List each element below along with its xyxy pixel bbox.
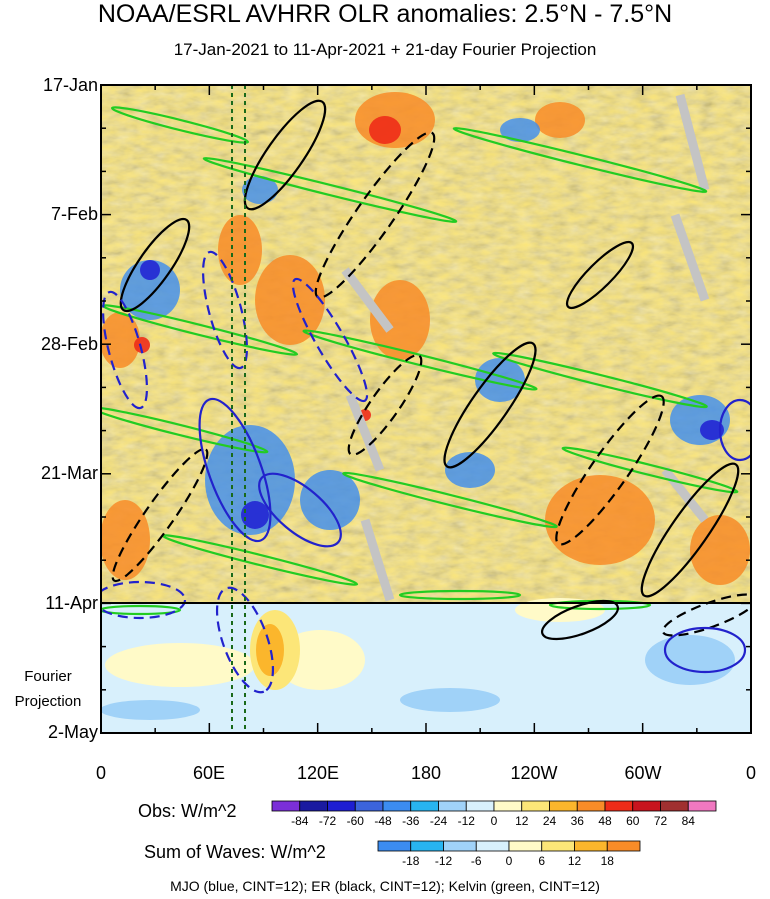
obs-colorbar-swatch <box>410 800 439 812</box>
obs-colorbar-tick-label: -60 <box>347 814 365 828</box>
obs-colorbar-tick-label: 36 <box>571 814 585 828</box>
y-label-21-mar: 21-Mar <box>40 463 98 483</box>
obs-colorbar-swatch <box>687 800 717 812</box>
obs-colorbar-tick-label: 24 <box>543 814 557 828</box>
x-label-180: 180 <box>410 763 442 783</box>
x-label-120e: 120E <box>296 763 340 783</box>
er-contours <box>111 99 751 641</box>
waves-colorbar-swatch <box>443 840 477 852</box>
projection-label-line1: Fourier <box>24 668 72 685</box>
waves-colorbar-swatch <box>541 840 575 852</box>
waves-colorbar-swatch <box>410 840 444 852</box>
obs-colorbar-tick-label: 84 <box>682 814 696 828</box>
obs-colorbar-swatch <box>465 800 495 812</box>
obs-colorbar-tick-label: -84 <box>291 814 309 828</box>
obs-field <box>101 85 751 603</box>
obs-colorbar-swatch <box>438 800 467 812</box>
mjo-contours <box>101 250 751 694</box>
x-label-60w: 60W <box>624 763 662 783</box>
obs-colorbar: -84 -72 -60 -48 -36 -24 -12 0 12 24 36 48 60 72 84 <box>271 800 717 828</box>
waves-colorbar-tick-label: 0 <box>506 854 513 868</box>
waves-colorbar-tick-label: 6 <box>538 854 545 868</box>
obs-colorbar-tick-label: -24 <box>430 814 448 828</box>
obs-colorbar-tick-label: 72 <box>654 814 668 828</box>
y-label-2-may: 2-May <box>47 722 98 742</box>
obs-colorbar-tick-label: 12 <box>515 814 529 828</box>
reference-lines <box>231 85 246 733</box>
obs-colorbar-swatch <box>576 800 606 812</box>
obs-colorbar-swatch <box>549 800 578 812</box>
axis-ticks <box>100 84 752 734</box>
projection-field <box>101 598 751 733</box>
waves-colorbar-tick-label: -18 <box>402 854 420 868</box>
obs-colorbar-tick-label: 48 <box>598 814 612 828</box>
obs-colorbar-swatch <box>632 800 661 812</box>
x-label-120w: 120W <box>510 763 558 783</box>
kelvin-contours <box>101 106 739 616</box>
obs-colorbar-tick-label: -48 <box>374 814 392 828</box>
obs-colorbar-label: Obs: W/m^2 <box>138 801 237 821</box>
waves-colorbar-label: Sum of Waves: W/m^2 <box>144 842 326 862</box>
obs-colorbar-swatch <box>660 800 689 812</box>
chart-subtitle: 17-Jan-2021 to 11-Apr-2021 + 21-day Four… <box>173 40 597 59</box>
obs-colorbar-tick-label: 0 <box>491 814 498 828</box>
chart-title: NOAA/ESRL AVHRR OLR anomalies: 2.5°N - 7… <box>97 0 673 28</box>
waves-colorbar-swatch <box>377 840 412 852</box>
waves-colorbar-tick-label: -12 <box>435 854 453 868</box>
waves-colorbar-tick-label: 18 <box>601 854 615 868</box>
obs-colorbar-swatch <box>271 800 301 812</box>
obs-colorbar-swatch <box>382 800 412 812</box>
waves-colorbar: -18 -12 -6 0 6 12 18 <box>377 840 641 868</box>
obs-colorbar-swatch <box>327 800 356 812</box>
waves-colorbar-swatch <box>475 840 510 852</box>
obs-colorbar-tick-label: -36 <box>402 814 420 828</box>
obs-colorbar-swatch <box>354 800 384 812</box>
obs-colorbar-swatch <box>299 800 328 812</box>
x-label-0-east: 0 <box>745 763 757 783</box>
x-label-0-west: 0 <box>95 763 107 783</box>
obs-colorbar-swatch <box>493 800 523 812</box>
obs-colorbar-tick-label: -12 <box>458 814 476 828</box>
waves-colorbar-tick-label: -6 <box>471 854 482 868</box>
obs-colorbar-tick-label: 60 <box>626 814 640 828</box>
waves-colorbar-swatch <box>508 840 543 852</box>
x-label-60e: 60E <box>192 763 226 783</box>
waves-colorbar-swatch <box>606 840 641 852</box>
contour-legend: MJO (blue, CINT=12); ER (black, CINT=12)… <box>170 878 600 894</box>
y-label-11-apr: 11-Apr <box>45 593 98 613</box>
waves-colorbar-swatch <box>574 840 608 852</box>
y-label-7-feb: 7-Feb <box>50 204 98 224</box>
obs-colorbar-tick-label: -72 <box>319 814 337 828</box>
waves-colorbar-tick-label: 12 <box>568 854 582 868</box>
y-label-28-feb: 28-Feb <box>40 334 98 354</box>
obs-colorbar-swatch <box>604 800 634 812</box>
obs-colorbar-swatch <box>521 800 550 812</box>
y-label-17-jan: 17-Jan <box>42 75 98 95</box>
projection-label-line2: Projection <box>14 693 82 710</box>
